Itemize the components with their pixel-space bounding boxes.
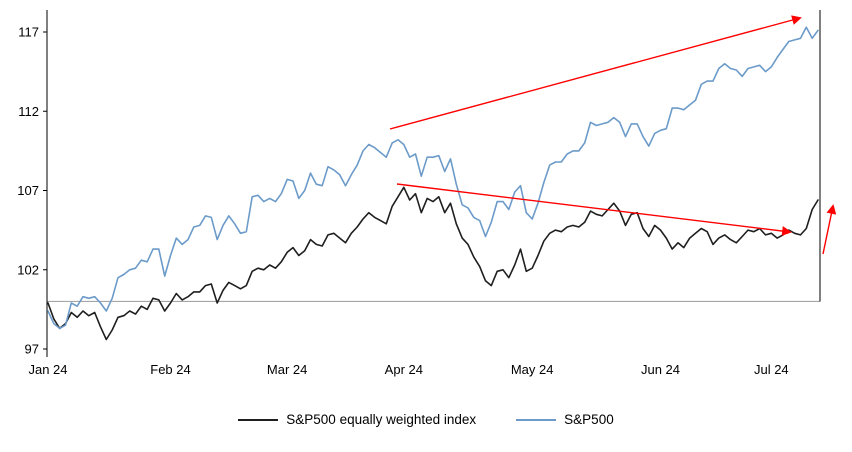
chart-legend: S&P500 equally weighted index S&P500 [0,412,852,427]
x-tick-label: Jul 24 [754,362,789,377]
trend-arrow-1 [389,15,802,130]
y-tick-label: 102 [17,262,39,277]
series-line-equal-weight [47,186,819,341]
x-tick-label: Jan 24 [28,362,67,377]
x-tick-label: Apr 24 [385,362,423,377]
x-tick-label: Mar 24 [267,362,307,377]
y-tick-label: 107 [17,183,39,198]
x-tick-label: May 24 [511,362,554,377]
trend-arrow-3 [822,204,837,255]
x-tick-label: Jun 24 [641,362,680,377]
legend-item-equal-weight: S&P500 equally weighted index [238,412,476,427]
legend-swatch-sp500 [516,418,557,421]
trend-arrow-2 [396,183,792,236]
series-line-sp500 [47,26,819,330]
y-tick-label: 117 [18,25,39,40]
legend-swatch-equal-weight [238,418,279,421]
x-tick-label: Feb 24 [150,362,190,377]
legend-label-sp500: S&P500 [564,412,614,427]
legend-item-sp500: S&P500 [516,412,614,427]
legend-label-equal-weight: S&P500 equally weighted index [286,412,477,427]
y-tick-label: 112 [18,104,39,119]
y-tick-label: 97 [25,342,39,357]
